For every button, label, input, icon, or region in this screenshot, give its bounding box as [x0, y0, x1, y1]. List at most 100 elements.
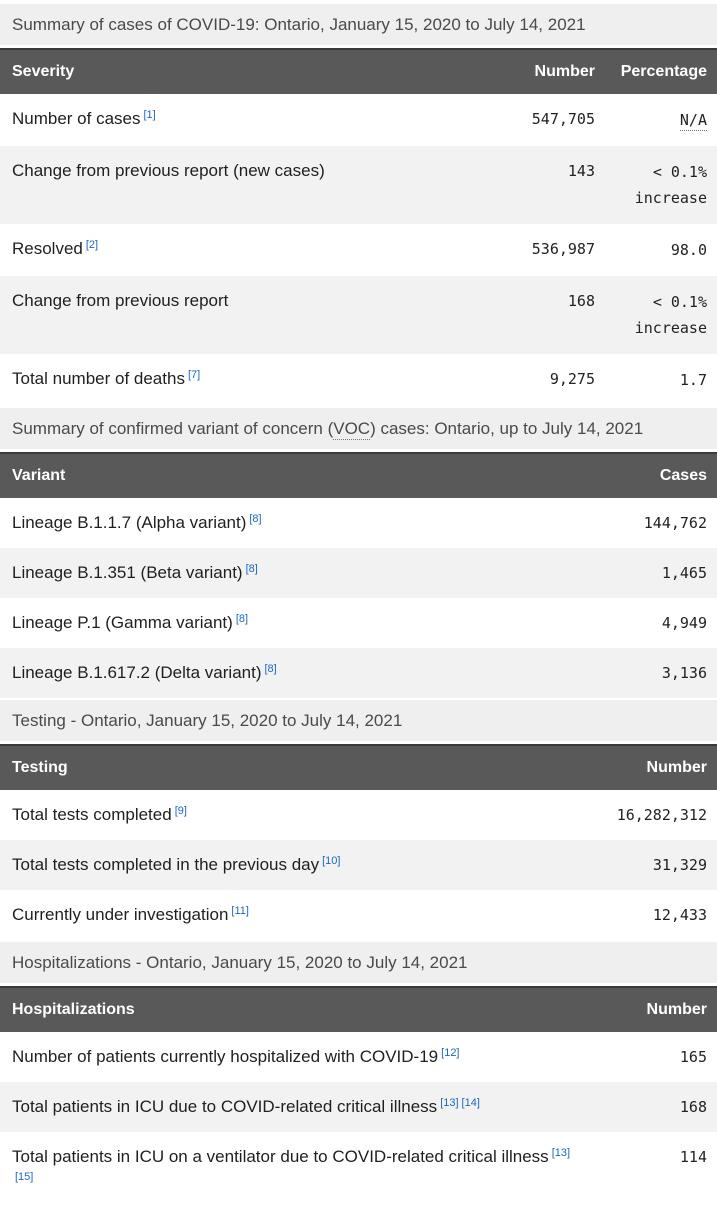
footnote-link[interactable]: [13] — [440, 1097, 459, 1109]
footnote-sup: [8] — [249, 513, 261, 525]
column-header: Hospitalizations — [0, 986, 587, 1032]
row-label: Lineage P.1 (Gamma variant) — [12, 613, 233, 632]
column-header: Number — [587, 744, 717, 790]
footnote-link[interactable]: [7] — [187, 369, 201, 381]
table-row: Number of cases [1] 547,705 N/A — [0, 94, 717, 146]
table-row: Currently under investigation [11] 12,433 — [0, 890, 717, 940]
footnote-sup: [12] — [441, 1047, 459, 1059]
footnote-link[interactable]: [2] — [85, 239, 99, 251]
row-label: Change from previous report — [12, 291, 229, 310]
row-label: Total patients in ICU on a ventilator du… — [12, 1147, 549, 1166]
table-row: Lineage B.1.351 (Beta variant) [8] 1,465 — [0, 548, 717, 598]
footnote-sup: [13] — [440, 1097, 458, 1109]
row-label-cell: Change from previous report (new cases) — [0, 146, 455, 224]
row-number: 143 — [567, 162, 595, 180]
row-number: 4,949 — [661, 614, 707, 632]
section-title: Testing - Ontario, January 15, 2020 to J… — [0, 700, 717, 741]
row-label: Total tests completed — [12, 805, 172, 824]
header-row: Variant Cases — [0, 452, 717, 498]
footnote-link[interactable]: [1] — [143, 109, 156, 121]
row-percentage: 98.0 — [670, 241, 707, 259]
row-number: 1,465 — [661, 564, 707, 582]
header-row: Severity Number Percentage — [0, 48, 717, 94]
report-section: Testing - Ontario, January 15, 2020 to J… — [0, 700, 717, 940]
row-label-cell: Number of patients currently hospitalize… — [0, 1032, 587, 1082]
row-label-cell: Change from previous report — [0, 276, 455, 354]
footnote-sup: [13] — [552, 1147, 570, 1159]
footnote-link[interactable]: [11] — [231, 905, 249, 917]
row-label-cell: Resolved [2] — [0, 224, 455, 276]
report-section: Summary of cases of COVID-19: Ontario, J… — [0, 4, 717, 406]
row-label-cell: Total tests completed in the previous da… — [0, 840, 587, 890]
row-label-cell: Total patients in ICU on a ventilator du… — [0, 1132, 587, 1206]
row-label: Currently under investigation — [12, 905, 229, 924]
row-label-cell: Number of cases [1] — [0, 94, 455, 146]
footnote-sup: [9] — [175, 805, 187, 817]
data-table: Severity Number Percentage Number of cases[… — [0, 48, 717, 406]
row-number: 536,987 — [531, 240, 595, 258]
row-number: 3,136 — [661, 664, 707, 682]
row-label-cell: Lineage B.1.617.2 (Delta variant) [8] — [0, 648, 587, 698]
row-percentage: N/A — [605, 94, 717, 146]
row-percentage: < 0.1% increase — [634, 163, 707, 207]
footnote-link[interactable]: [12] — [441, 1047, 460, 1059]
row-label-cell: Total number of deaths [7] — [0, 354, 455, 406]
row-label: Number of patients currently hospitalize… — [12, 1047, 439, 1066]
row-number: 144,762 — [643, 514, 707, 532]
table-row: Lineage P.1 (Gamma variant) [8] 4,949 — [0, 598, 717, 648]
footnote-sup: [15] — [15, 1171, 33, 1183]
row-percentage: 1.7 — [679, 371, 707, 389]
footnote-link[interactable]: [8] — [235, 613, 249, 625]
footnote-link[interactable]: [9] — [174, 805, 187, 817]
section-title: Summary of confirmed variant of concern … — [0, 408, 717, 449]
row-label: Resolved — [12, 239, 83, 258]
row-number: 547,705 — [531, 110, 595, 128]
footnote-link[interactable]: [8] — [245, 563, 258, 575]
data-table: Variant Cases Lineage B.1.1.7 (Alpha varia… — [0, 452, 717, 698]
row-label: Number of cases — [12, 109, 141, 128]
table-row: Total patients in ICU due to COVID-relat… — [0, 1082, 717, 1132]
table-row: Change from previous report (new cases) 1… — [0, 146, 717, 224]
footnote-sup: [14] — [462, 1097, 480, 1109]
column-header: Variant — [0, 452, 587, 498]
row-label-cell: Lineage B.1.351 (Beta variant) [8] — [0, 548, 587, 598]
column-header: Number — [587, 986, 717, 1032]
footnote-sup: [10] — [322, 855, 340, 867]
row-label: Total tests completed in the previous da… — [12, 855, 320, 874]
row-label-cell: Lineage P.1 (Gamma variant) [8] — [0, 598, 587, 648]
row-label: Total number of deaths — [12, 369, 185, 388]
footnote-sup: [8] — [265, 663, 277, 675]
table-row: Resolved [2] 536,987 98.0 — [0, 224, 717, 276]
section-title: Summary of cases of COVID-19: Ontario, J… — [0, 4, 717, 45]
table-row: Total patients in ICU on a ventilator du… — [0, 1132, 717, 1206]
table-row: Change from previous report 168 < 0.1% inc… — [0, 276, 717, 354]
row-label-cell: Lineage B.1.1.7 (Alpha variant) [8] — [0, 498, 587, 548]
footnote-sup: [8] — [246, 563, 258, 575]
row-label: Lineage B.1.351 (Beta variant) — [12, 563, 243, 582]
footnote-sup: [11] — [231, 905, 249, 917]
footnote-link[interactable]: [8] — [264, 663, 277, 675]
row-number: 9,275 — [549, 370, 595, 388]
footnote-link[interactable]: [15] — [15, 1171, 34, 1183]
column-header: Cases — [587, 452, 717, 498]
row-label: Total patients in ICU due to COVID-relat… — [12, 1097, 438, 1116]
row-label-cell: Total patients in ICU due to COVID-relat… — [0, 1082, 587, 1132]
header-row: Hospitalizations Number — [0, 986, 717, 1032]
abbr-underline: N/A — [679, 111, 707, 131]
column-header: Number — [455, 48, 605, 94]
report-section: Summary of confirmed variant of concern … — [0, 408, 717, 698]
footnote-link[interactable]: [8] — [249, 513, 262, 525]
table-row: Total tests completed [9] 16,282,312 — [0, 790, 717, 840]
footnote-link[interactable]: [13] — [551, 1147, 571, 1159]
row-number: 165 — [679, 1048, 707, 1066]
footnote-sup: [7] — [188, 369, 200, 381]
table-row: Lineage B.1.1.7 (Alpha variant) [8] 144,76… — [0, 498, 717, 548]
section-title: Hospitalizations - Ontario, January 15, … — [0, 942, 717, 983]
row-number: 168 — [679, 1098, 707, 1116]
footnote-link[interactable]: [10] — [322, 855, 341, 867]
abbr-underline: VOC — [333, 419, 371, 440]
table-row: Lineage B.1.617.2 (Delta variant) [8] 3,13… — [0, 648, 717, 698]
column-header: Testing — [0, 744, 587, 790]
footnote-link[interactable]: [14] — [461, 1097, 480, 1109]
footnote-sup: [1] — [144, 109, 156, 121]
